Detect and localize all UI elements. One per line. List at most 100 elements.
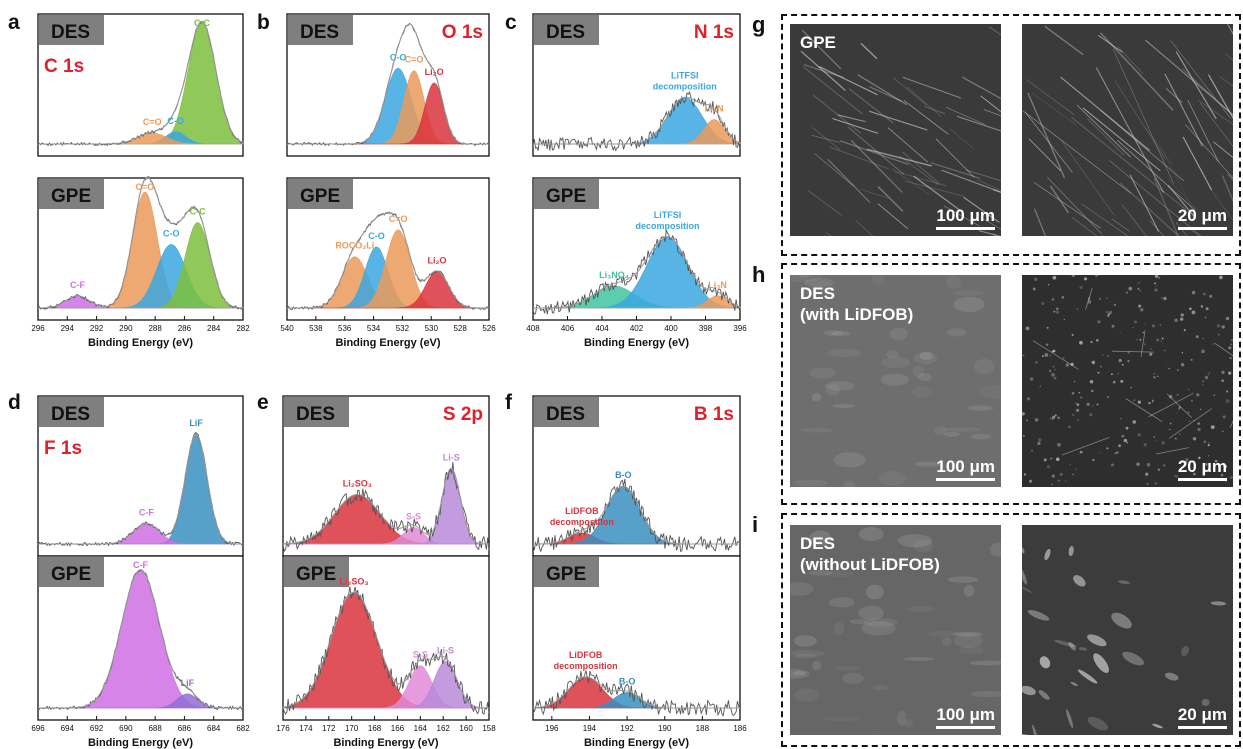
sem-texture-mark <box>1070 681 1078 687</box>
sem-texture-mark <box>1202 380 1204 382</box>
element-label: N 1s <box>694 22 734 43</box>
sem-texture-mark <box>1137 339 1138 340</box>
sem-texture-mark <box>1071 573 1088 589</box>
sem-texture-mark <box>1024 473 1026 475</box>
sem-texture-mark <box>793 480 828 487</box>
sem-texture-mark <box>1153 436 1154 437</box>
sem-texture-mark <box>881 374 909 386</box>
sem-texture-mark <box>1133 327 1134 328</box>
sem-texture-mark <box>1090 341 1092 343</box>
sem-texture-mark <box>1106 447 1108 449</box>
sem-texture-mark <box>1112 351 1154 352</box>
subplot-a-gpe: GPE C=OC-OC-CC-F <box>38 177 243 321</box>
peak-label-line: C-O <box>368 231 385 241</box>
sem-texture-mark <box>984 109 1001 119</box>
sem-texture-mark <box>1134 399 1136 401</box>
panel-c-chart: c DES N 1sLiTFSI decompositionLi₃NGPELi₃NO₄… <box>505 11 747 349</box>
sem-texture-mark <box>1139 289 1141 291</box>
sem-texture-mark <box>1138 433 1141 436</box>
micrograph-label-i: DES (without LiDFOB) <box>800 533 940 575</box>
x-tick-label: 396 <box>733 324 747 333</box>
sem-texture-mark <box>1203 338 1204 339</box>
sem-texture-mark <box>1156 285 1158 287</box>
subplot-c-des: DES N 1sLiTFSI decompositionLi₃N <box>533 14 740 156</box>
x-tick-label: 188 <box>696 724 710 733</box>
scale-text: 20 μm <box>1178 457 1227 476</box>
sem-texture-mark <box>849 89 893 123</box>
subplot-e-gpe: GPE Li₂SO₃S-S Li-S <box>283 556 489 720</box>
sem-texture-mark <box>981 96 1001 120</box>
panel-e-chart: eDES S 2pLi₂SO₃S-SLi-SGPE Li₂SO₃S-S Li-S176… <box>257 391 496 749</box>
sem-texture-mark <box>1203 293 1206 296</box>
sem-texture-mark <box>872 685 888 690</box>
sem-texture-mark <box>1063 357 1064 358</box>
sem-texture-mark <box>1188 389 1189 390</box>
sem-texture-mark <box>1176 52 1216 119</box>
sem-texture-mark <box>1162 337 1164 339</box>
sem-texture-mark <box>1056 311 1059 314</box>
peak-label: Li-S <box>437 645 454 655</box>
sem-texture-mark <box>1139 304 1142 307</box>
peak-label: B-O <box>619 676 636 686</box>
sem-texture-mark <box>809 368 836 379</box>
peak-label-line: C-F <box>139 507 154 517</box>
sem-image-h-low: DES (with LiDFOB) 100 μm <box>790 275 1001 487</box>
peak-label-line: C=O <box>405 55 424 65</box>
peak-label: C-F <box>139 507 154 517</box>
sem-texture-mark <box>964 585 975 597</box>
sem-texture-mark <box>1206 307 1209 310</box>
sem-texture-mark <box>861 190 888 199</box>
sem-texture-mark <box>813 95 861 133</box>
peak-label: Li₃N <box>708 280 727 290</box>
sem-texture-mark <box>1099 452 1100 453</box>
x-tick-label: 404 <box>595 324 609 333</box>
peak-label: C-C <box>190 207 206 217</box>
sem-texture-mark <box>1169 409 1211 439</box>
sem-texture-mark <box>1226 399 1230 403</box>
sem-texture-mark <box>858 75 907 105</box>
sem-texture-mark <box>1167 362 1168 363</box>
sem-texture-mark <box>1208 444 1210 446</box>
sem-texture-mark <box>1095 275 1098 277</box>
peak-label: C-F <box>70 280 85 290</box>
sem-texture-mark <box>1174 318 1178 322</box>
sem-texture-mark <box>1121 435 1124 438</box>
sem-texture-mark <box>1126 292 1128 294</box>
x-tick-label: 400 <box>664 324 678 333</box>
sem-texture-mark <box>1030 377 1033 380</box>
sem-texture-mark <box>1022 547 1025 554</box>
peak-label-line: B-O <box>615 470 632 480</box>
element-label: F 1s <box>44 438 82 459</box>
peak-label: Li₂O <box>428 255 447 265</box>
sem-texture-mark <box>1146 128 1172 164</box>
sample-tag-des: DES <box>51 404 90 425</box>
sem-texture-mark <box>1137 288 1139 290</box>
sem-texture-mark <box>1212 343 1214 345</box>
x-tick-label: 176 <box>276 724 290 733</box>
x-tick-label: 282 <box>236 324 250 333</box>
sem-texture-mark <box>1152 324 1155 327</box>
sem-texture-mark <box>1145 473 1148 476</box>
peak-label-line: S-S <box>406 511 421 521</box>
sem-texture-mark <box>842 673 864 684</box>
sem-texture-mark <box>907 87 941 117</box>
sem-texture-mark <box>1222 325 1225 328</box>
sem-texture-mark <box>1092 459 1094 461</box>
sem-texture-mark <box>1100 33 1173 111</box>
sem-texture-mark <box>1117 373 1118 374</box>
sem-image-g-high: 20 μm <box>1022 24 1233 236</box>
peak-label-line: LiF <box>181 678 195 688</box>
x-tick-label: 172 <box>322 724 336 733</box>
sem-texture-mark <box>1144 343 1146 345</box>
panel-letter-g: g <box>752 12 765 38</box>
sem-texture-mark <box>1188 100 1219 162</box>
x-tick-label: 402 <box>630 324 644 333</box>
sem-texture-mark <box>1075 402 1077 404</box>
x-tick-label: 162 <box>437 724 451 733</box>
sem-texture-mark <box>1115 453 1116 454</box>
sem-texture-mark <box>1222 431 1224 433</box>
sem-texture-mark <box>1097 404 1099 406</box>
sem-texture-mark <box>1028 93 1065 178</box>
sem-texture-mark <box>1072 392 1075 395</box>
